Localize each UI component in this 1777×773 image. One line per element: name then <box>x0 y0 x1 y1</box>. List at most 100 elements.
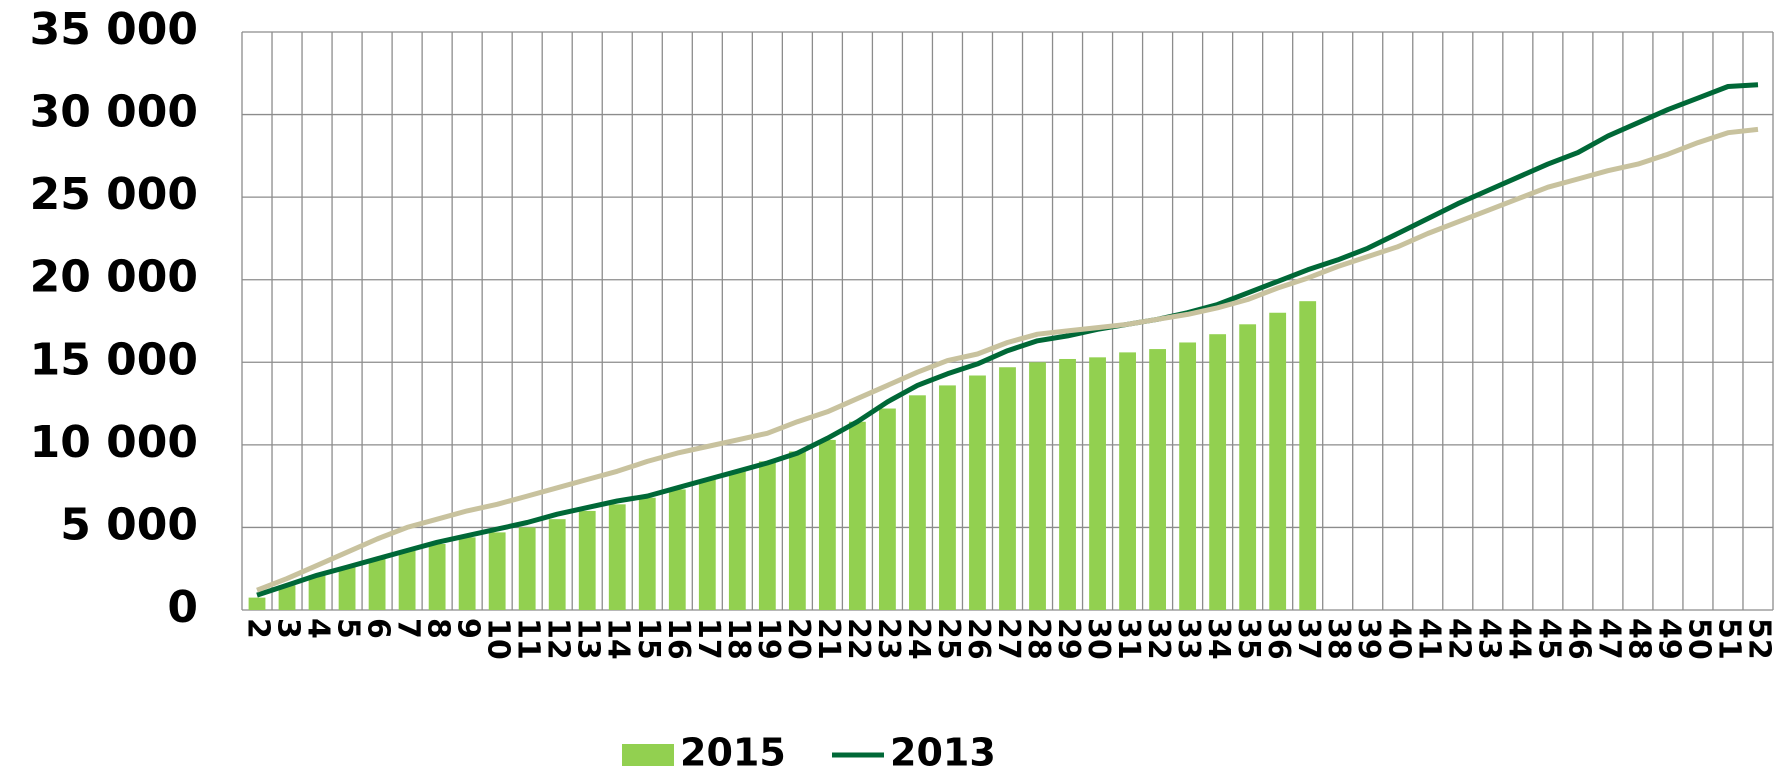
x-tick-label: 23 <box>871 618 906 660</box>
x-tick-label: 16 <box>661 618 696 660</box>
x-tick-label: 32 <box>1141 618 1176 660</box>
legend-label: 2015 <box>680 731 786 773</box>
bar <box>848 421 866 610</box>
x-tick-label: 6 <box>361 618 396 639</box>
bar <box>458 537 476 610</box>
x-tick-label: 18 <box>721 618 756 660</box>
bar <box>698 479 716 610</box>
x-tick-label: 31 <box>1111 618 1146 660</box>
bar <box>638 497 656 610</box>
x-tick-label: 25 <box>931 618 966 660</box>
x-tick-label: 44 <box>1501 618 1536 660</box>
bar <box>818 439 836 610</box>
x-tick-label: 8 <box>421 618 456 639</box>
x-tick-label: 10 <box>481 618 516 660</box>
bar <box>578 510 596 610</box>
legend-label: 2013 <box>890 731 996 773</box>
bar <box>1149 349 1167 610</box>
bar <box>1179 342 1197 610</box>
legend-swatch <box>622 744 674 766</box>
x-tick-label: 36 <box>1261 618 1296 660</box>
x-tick-label: 39 <box>1351 618 1386 660</box>
line-series <box>256 126 1759 593</box>
y-tick-label: 0 <box>167 582 198 633</box>
bar <box>1089 357 1106 610</box>
bar <box>308 575 326 610</box>
bar <box>548 519 566 610</box>
x-tick-label: 7 <box>391 618 426 639</box>
x-tick-label: 29 <box>1051 618 1086 660</box>
x-tick-label: 4 <box>301 618 336 639</box>
x-tick-label: 14 <box>601 618 636 660</box>
x-tick-label: 21 <box>811 618 846 660</box>
x-tick-label: 3 <box>271 618 306 639</box>
bar <box>518 527 536 610</box>
bar <box>788 451 806 610</box>
bar <box>1059 358 1076 610</box>
bar <box>969 375 986 610</box>
x-tick-label: 30 <box>1081 618 1116 660</box>
x-tick-label: 27 <box>991 618 1026 660</box>
y-tick-label: 25 000 <box>30 169 198 220</box>
x-tick-label: 38 <box>1321 618 1356 660</box>
x-tick-label: 20 <box>781 618 816 660</box>
x-tick-label: 50 <box>1681 618 1716 660</box>
x-tick-label: 17 <box>691 618 726 660</box>
bar <box>999 367 1016 610</box>
x-tick-label: 12 <box>541 618 576 660</box>
x-tick-label: 11 <box>511 618 546 660</box>
x-tick-label: 48 <box>1621 618 1656 660</box>
x-tick-label: 34 <box>1201 618 1236 660</box>
y-tick-label: 20 000 <box>30 252 198 303</box>
x-tick-label: 15 <box>631 618 666 660</box>
bar <box>398 550 416 610</box>
bar <box>1209 334 1227 610</box>
x-tick-label: 33 <box>1171 618 1206 660</box>
y-tick-label: 35 000 <box>30 4 198 55</box>
bar <box>909 395 926 610</box>
x-tick-label: 49 <box>1651 618 1686 660</box>
x-tick-label: 46 <box>1561 618 1596 660</box>
bar <box>1299 301 1317 610</box>
x-tick-label: 19 <box>751 618 786 660</box>
x-tick-label: 24 <box>901 618 936 660</box>
bar <box>368 558 386 610</box>
bar <box>1029 362 1046 610</box>
line-series <box>256 82 1759 598</box>
bar <box>879 408 896 610</box>
bar <box>758 461 776 610</box>
x-tick-label: 52 <box>1741 618 1776 660</box>
bar <box>728 471 746 610</box>
x-tick-label: 22 <box>841 618 876 660</box>
y-tick-label: 5 000 <box>60 499 198 550</box>
bar <box>278 585 296 610</box>
bar <box>1239 324 1257 610</box>
x-tick-label: 43 <box>1471 618 1506 660</box>
x-tick-label: 5 <box>331 618 366 639</box>
x-tick-label: 51 <box>1711 618 1746 660</box>
bar <box>338 567 356 610</box>
x-tick-label: 45 <box>1531 618 1566 660</box>
bar <box>428 543 446 610</box>
bar <box>248 597 266 610</box>
bar <box>608 504 626 610</box>
x-tick-label: 2 <box>241 618 276 639</box>
x-tick-label: 13 <box>571 618 606 660</box>
y-tick-label: 30 000 <box>30 87 198 138</box>
bar <box>939 385 956 610</box>
bar <box>668 489 686 610</box>
x-tick-label: 47 <box>1591 618 1626 660</box>
y-tick-label: 10 000 <box>30 417 198 468</box>
x-tick-label: 35 <box>1231 618 1266 660</box>
x-tick-label: 28 <box>1021 618 1056 660</box>
x-tick-label: 40 <box>1381 618 1416 660</box>
x-tick-label: 9 <box>451 618 486 639</box>
x-tick-label: 26 <box>961 618 996 660</box>
x-tick-label: 42 <box>1441 618 1476 660</box>
x-tick-label: 41 <box>1411 618 1446 660</box>
bar <box>1269 312 1287 610</box>
x-tick-label: 37 <box>1291 618 1326 660</box>
y-tick-label: 15 000 <box>30 334 198 385</box>
bar <box>488 532 506 610</box>
